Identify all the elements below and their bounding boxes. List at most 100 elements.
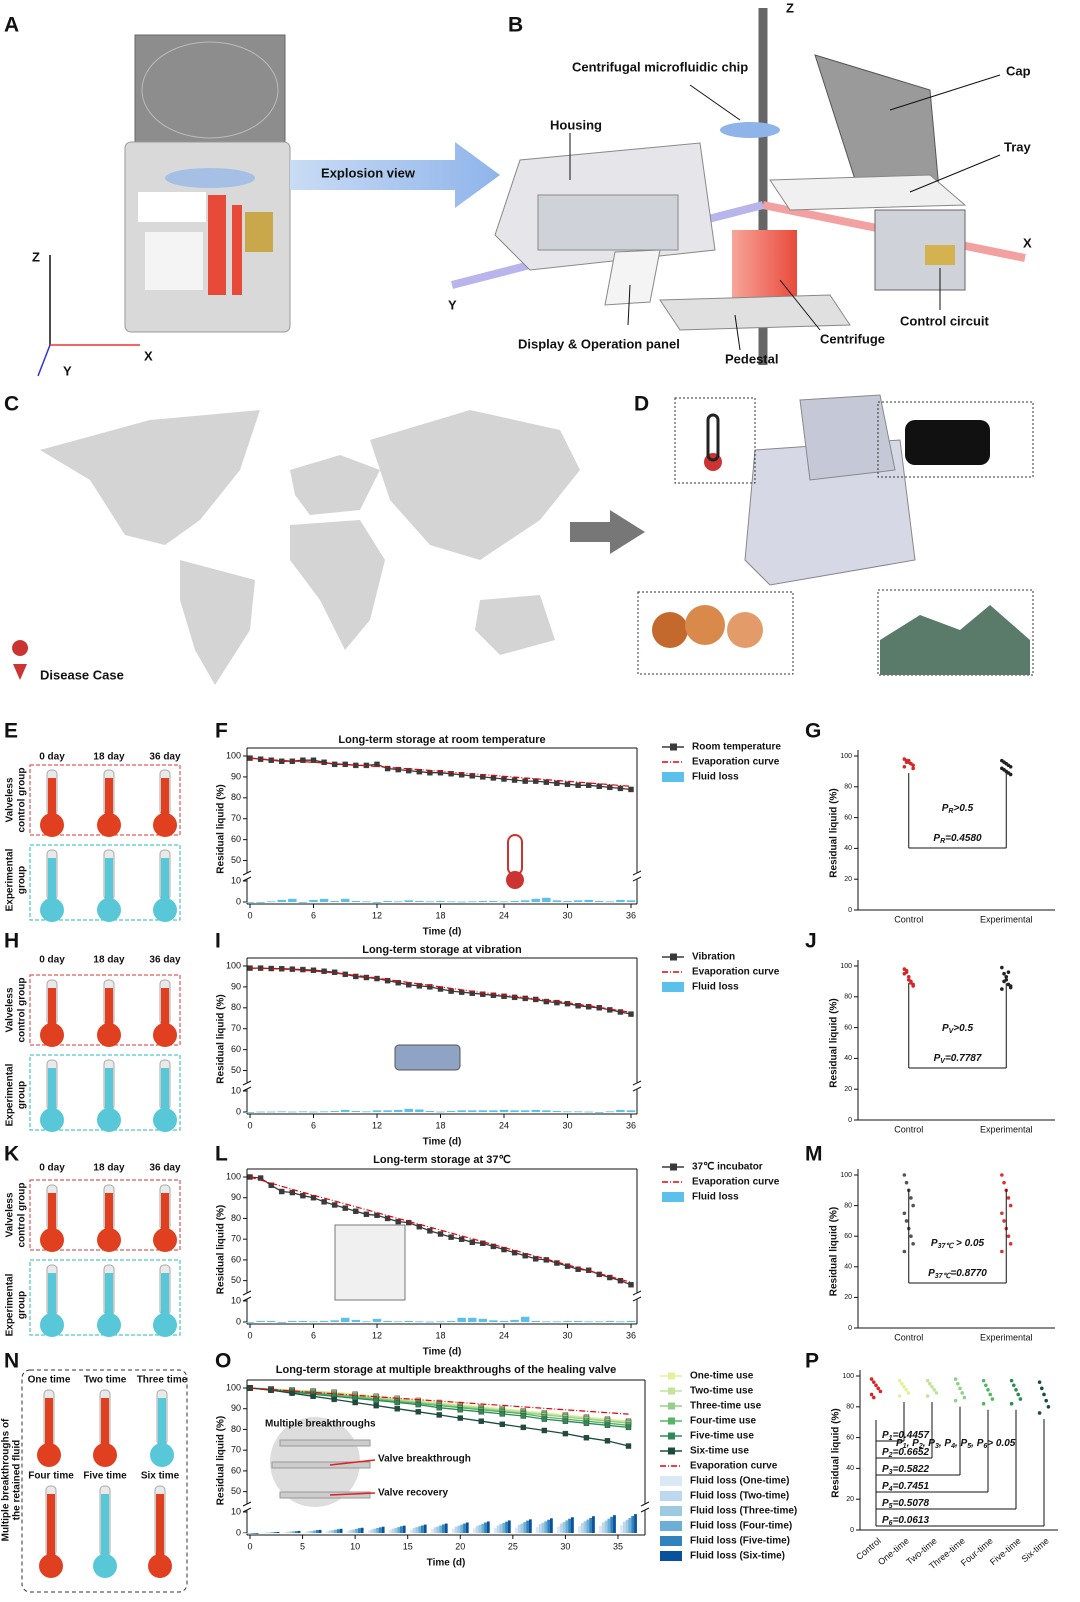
inset-label: Multiple breakthroughs [265,1419,376,1430]
bulb [97,1108,121,1132]
point [909,981,913,985]
legend-swatch [668,1372,675,1380]
point [607,784,613,791]
bar [381,1526,385,1533]
chart-title: Long-term storage at room temperature [338,734,545,746]
bar [288,1111,297,1113]
bar [436,900,445,902]
bar [460,1524,464,1533]
arrow-label: Explosion view [321,165,416,180]
bar [351,1319,361,1322]
bar [341,1317,350,1322]
bar [404,1108,413,1112]
x-tick-label: 18 [435,1330,445,1340]
point [575,1003,581,1009]
day-label: 0 day [39,1163,65,1174]
point [575,782,581,788]
bar [463,1523,466,1533]
liquid [48,778,56,815]
subscript: 37℃ [938,1242,955,1250]
y-tick-label: 80 [231,1002,241,1012]
annotation-text: P [928,1268,935,1279]
point [628,1011,634,1017]
bar [266,1111,276,1113]
side-label: the retained fluid [12,1440,23,1521]
part-label: Control circuit [900,313,990,328]
thermometer-icon [706,413,720,462]
part-label: Housing [550,117,602,132]
liquid [105,858,113,900]
bar [415,1527,419,1533]
bar [388,1530,392,1533]
panel-letter: J [805,930,817,953]
bar [478,1110,488,1112]
point [1044,1398,1048,1403]
legend-swatch [668,1387,675,1395]
point [406,767,412,774]
africa [290,520,385,650]
europe [290,455,380,515]
annotation-text: P [882,1464,889,1475]
bar [589,1517,593,1533]
point [872,1395,876,1400]
point [511,777,518,783]
annotation-text: P [942,803,949,814]
y-tick-label: 60 [846,1434,854,1441]
bar [583,1521,587,1533]
subscript: 5 [889,1503,893,1510]
y-tick-label: 100 [226,960,241,970]
bar [351,1110,361,1112]
annotation-text: =0.8770 [950,1268,987,1279]
annotation: P2=0.6652 [882,1447,929,1460]
axis-break [632,1086,642,1092]
point [562,1430,569,1437]
bar [599,1525,602,1533]
axis-break [632,1290,642,1296]
point [300,1192,306,1199]
bulb [40,813,64,837]
y-tick-label: 100 [842,1373,854,1380]
point [596,783,602,790]
legend-swatch [662,1192,684,1202]
x-tick-label: 36 [626,1120,636,1130]
y-axis-label: Residual liquid (%) [216,1205,227,1294]
lid-window [141,41,279,139]
bar [605,901,615,903]
legend-swatch [668,1432,675,1440]
bar [294,1531,298,1533]
y-tick-label: 0 [236,1106,241,1116]
bar [336,1529,340,1533]
frame [21,1369,188,1593]
point [501,776,507,782]
liquid [48,988,56,1025]
point [543,779,550,785]
bar [595,1112,604,1113]
pin-icon [12,640,29,680]
valve-layer [271,1461,371,1469]
bar [439,1525,443,1533]
point [878,1389,883,1394]
icon [506,871,524,889]
bar [523,1522,527,1533]
axis-break [640,1507,650,1513]
annotation: P37℃ > 0.05 [931,1238,985,1251]
annotation-text: =0.5078 [893,1498,930,1509]
x-tick-label: 30 [562,1120,572,1130]
axis-label: Y [448,297,457,312]
point [395,1218,401,1225]
bar [304,1531,308,1533]
annotation-text: , P [922,1438,936,1449]
bar [298,902,308,903]
point [289,966,296,972]
point [562,1418,569,1424]
bar [298,1111,308,1113]
x-tick-label: 0 [247,1330,252,1340]
frame [877,401,1034,478]
point [353,1208,359,1214]
bar [330,1110,339,1112]
y-tick-label: 70 [231,1445,241,1455]
bar [514,1527,518,1533]
point [363,974,370,981]
bar [507,1520,511,1533]
bar [352,1529,356,1533]
